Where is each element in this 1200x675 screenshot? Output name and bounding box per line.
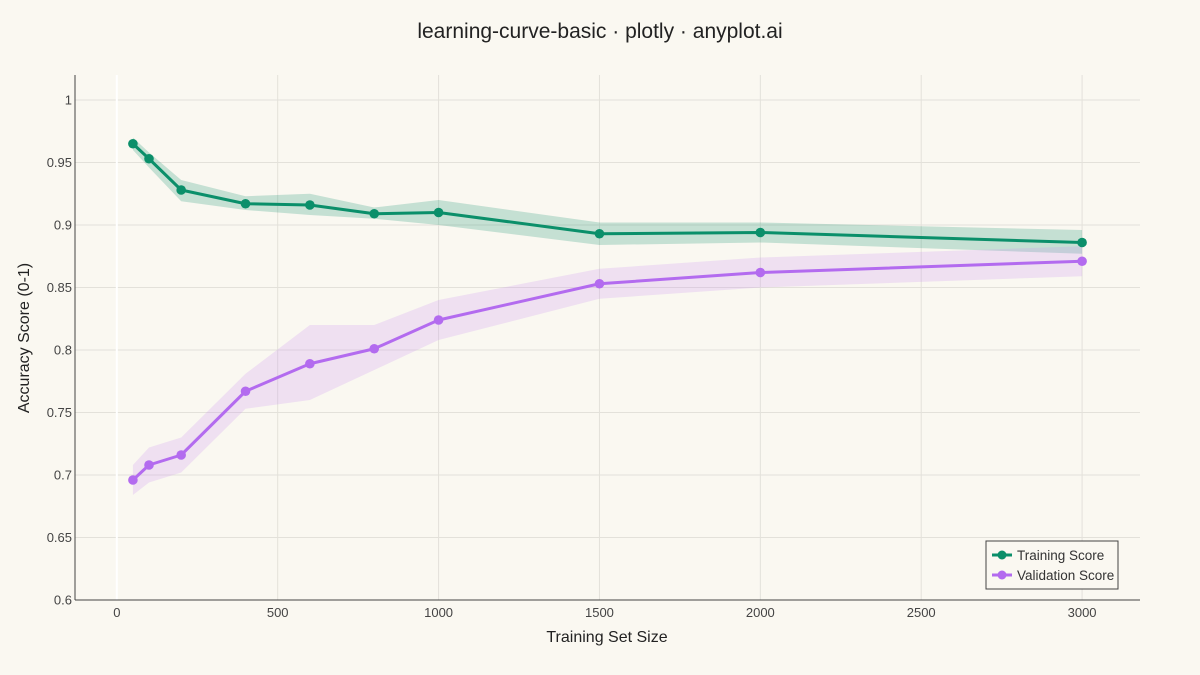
y-tick-label: 0.85 (47, 280, 72, 295)
y-tick-label: 1 (65, 93, 72, 108)
training-score-band (132, 137, 1083, 254)
validation-score-point (128, 475, 138, 485)
validation-score-band (132, 246, 1083, 495)
training-score-point (594, 228, 605, 239)
validation-score-point (176, 450, 186, 460)
validation-score-point (1077, 256, 1087, 267)
y-tick-label: 0.9 (54, 218, 72, 233)
x-tick-label: 500 (267, 605, 289, 620)
x-tick-label: 0 (113, 605, 120, 620)
y-tick-label: 0.65 (47, 530, 72, 545)
x-tick-label: 2000 (746, 605, 775, 620)
x-axis-label: Training Set Size (546, 629, 667, 646)
training-score-point (305, 200, 315, 210)
y-tick-label: 0.7 (54, 468, 72, 483)
x-tick-label: 2500 (907, 605, 936, 620)
validation-score-point (369, 343, 380, 354)
series-points (128, 138, 1087, 485)
training-score-point (1077, 237, 1087, 248)
grid (75, 75, 1140, 601)
validation-score-point (433, 315, 444, 325)
validation-score-point (305, 358, 315, 369)
training-score-point (369, 208, 380, 219)
series-lines (131, 142, 1083, 482)
training-score-point (128, 138, 138, 149)
training-score-point (240, 198, 251, 209)
training-score-legend-marker (997, 550, 1007, 560)
axes (74, 75, 1140, 601)
validation-score-point (594, 278, 605, 289)
legend: Training Score Validation Score (985, 540, 1119, 590)
confidence-bands (132, 137, 1083, 495)
training-score-line (131, 142, 1083, 244)
y-tick-label: 0.6 (54, 593, 72, 608)
training-score-point (144, 153, 154, 164)
validation-score-point (144, 460, 154, 470)
training-score-point (755, 227, 766, 238)
x-tick-label: 1000 (424, 605, 453, 620)
chart-title: learning-curve-basic · plotly · anyplot.… (417, 20, 782, 43)
validation-score-line (131, 259, 1083, 482)
training-score-legend-label: Training Score (1017, 548, 1104, 563)
validation-score-legend-marker (997, 570, 1007, 580)
validation-score-legend-label: Validation Score (1017, 568, 1114, 583)
training-score-point (176, 185, 186, 195)
x-tick-labels: 0 500 1000 1500 2000 2500 3000 (113, 605, 1096, 620)
validation-score-point (240, 386, 251, 397)
y-axis-label: Accuracy Score (0-1) (16, 263, 33, 413)
y-tick-label: 0.95 (47, 155, 72, 170)
y-tick-label: 0.8 (54, 343, 72, 358)
y-tick-label: 0.75 (47, 405, 72, 420)
training-score-point (433, 207, 444, 218)
x-tick-label: 1500 (585, 605, 614, 620)
validation-score-point (755, 267, 766, 278)
x-tick-label: 3000 (1068, 605, 1097, 620)
y-tick-labels: 0.6 0.65 0.7 0.75 0.8 0.85 0.9 0.95 1 (47, 93, 72, 608)
legend-box (985, 540, 1119, 590)
